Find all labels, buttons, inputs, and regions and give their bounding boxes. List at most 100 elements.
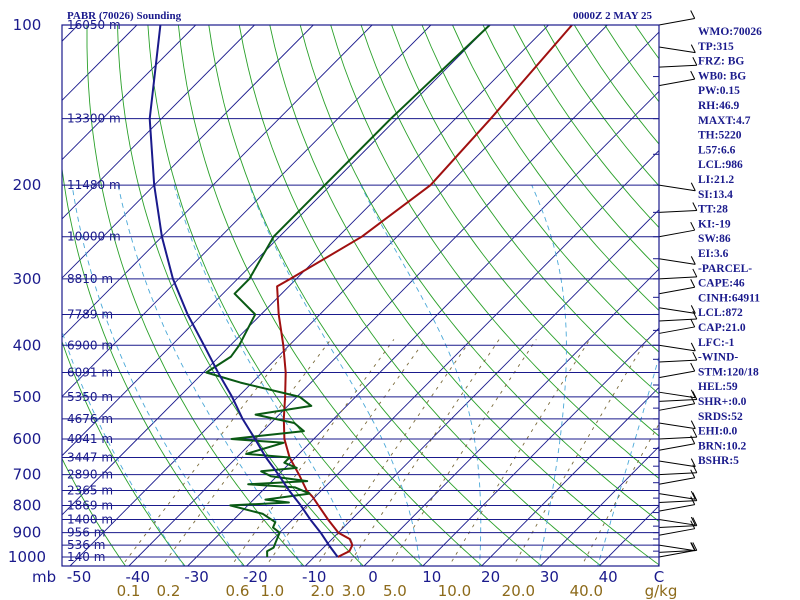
height-labels: 16050 m 13300 m 11480 m 10000 m 8810 m 7789 m…	[67, 18, 121, 564]
wind-barb	[658, 64, 697, 68]
index-entry: TT:28	[698, 204, 728, 216]
index-entry: LCL:986	[698, 159, 743, 171]
mixing-ratio-label: 0.6	[226, 582, 250, 600]
dry-adiabat-line	[177, 25, 483, 566]
moist-adiabat-line	[531, 184, 567, 566]
wind-barb-flag	[692, 268, 698, 278]
height-label: 536 m	[67, 538, 105, 552]
height-label: 6091 m	[67, 366, 113, 380]
wind-barb	[658, 307, 696, 314]
index-entry: EI:3.6	[698, 248, 729, 260]
pressure-label: 500	[13, 388, 42, 406]
wind-barb	[658, 286, 695, 295]
mixing-ratio-line	[316, 339, 472, 566]
isotherm-line	[69, 25, 608, 566]
isotherm-line	[246, 149, 659, 566]
wind-barb-flag	[692, 202, 698, 211]
wind-barb	[658, 544, 696, 552]
temperature-tick-label: -30	[184, 568, 209, 586]
wind-barb	[658, 229, 695, 238]
temperature-trace	[276, 25, 573, 558]
index-entry: BRN:10.2	[698, 440, 746, 452]
wind-barb-flag	[690, 10, 696, 19]
mixing-ratio-label: 20.0	[502, 582, 535, 600]
temperature-tick-label: 20	[481, 568, 500, 586]
index-entry: L57:6.6	[698, 144, 736, 156]
index-entry: SI:13.4	[698, 189, 733, 201]
index-entry: LCL:872	[698, 307, 743, 319]
wind-barb-flag	[690, 362, 696, 372]
isotherm-line	[62, 25, 490, 457]
wind-barb	[658, 518, 696, 526]
height-label: 3447 m	[67, 450, 113, 464]
temperature-tick-label: 30	[540, 568, 559, 586]
temperature-axis-labels: mb -50 -40 -30 -20 -10 0 10 20 30 40 C	[32, 568, 664, 586]
wind-barbs	[658, 10, 698, 558]
mixing-ratio-label: 1.0	[260, 582, 284, 600]
dry-adiabat-line	[299, 25, 659, 522]
isotherm-line	[422, 327, 659, 566]
parcel-trace	[148, 25, 339, 558]
wind-barb	[658, 184, 696, 192]
isotherm-line	[128, 31, 659, 566]
temperature-tick-label: -40	[126, 568, 151, 586]
mixing-ratio-line	[121, 339, 295, 566]
height-label: 11480 m	[67, 178, 121, 192]
wind-barb	[658, 525, 697, 528]
wind-barb	[658, 46, 696, 54]
index-entry: CAPE:46	[698, 278, 745, 290]
temperature-tick-label: C	[654, 568, 664, 586]
wind-barb	[658, 528, 695, 536]
moist-adiabat-line	[71, 185, 244, 566]
index-entry: SHR+:0.0	[698, 396, 747, 408]
pressure-label: 400	[13, 336, 42, 354]
isotherm-line	[304, 209, 659, 566]
wind-barb	[658, 78, 695, 87]
mixing-ratio-label: 40.0	[570, 582, 603, 600]
temperature-tick-label: 0	[368, 568, 378, 586]
chart-title: PABR (70026) Sounding	[67, 10, 182, 22]
dry-adiabat-line	[147, 25, 424, 566]
wind-barb	[658, 403, 695, 411]
wind-barb-flag	[690, 520, 696, 529]
time-label: 0000Z 2 MAY 25	[573, 10, 652, 22]
plot-frame	[61, 24, 660, 567]
wind-barb	[658, 370, 695, 379]
wind-barb	[658, 460, 696, 468]
temperature-tick-label: -10	[302, 568, 327, 586]
wind-barb-flag	[690, 44, 696, 53]
wind-barb-flag	[692, 310, 698, 320]
moist-adiabat-line	[360, 184, 482, 566]
wind-barb	[658, 17, 695, 26]
temperature-tick-label: 40	[599, 568, 618, 586]
index-entry: RH:46.9	[698, 100, 739, 112]
pressure-label: 200	[13, 176, 42, 194]
wind-barb-flag	[690, 70, 696, 80]
height-label: 1869 m	[67, 498, 113, 512]
wind-barb-flag	[692, 464, 698, 473]
index-entry: CAP:21.0	[698, 322, 746, 334]
height-label: 6900 m	[67, 338, 113, 352]
mixing-ratio-label: 2.0	[311, 582, 335, 600]
dry-adiabat-line	[238, 25, 602, 566]
isotherm-line	[481, 386, 659, 566]
index-entry: WMO:70026	[698, 26, 762, 38]
index-entry: EHI:0.0	[698, 426, 738, 438]
wind-barb-flag	[690, 496, 696, 505]
index-entry: -WIND-	[698, 352, 738, 364]
dry-adiabat-line	[208, 25, 543, 566]
dry-adiabat-line	[391, 25, 659, 395]
wind-barb-flag	[690, 182, 696, 191]
dry-adiabat-line	[62, 340, 186, 566]
height-label: 7789 m	[67, 307, 113, 321]
mixing-ratio-label: 3.0	[342, 582, 366, 600]
height-label: 10000 m	[67, 230, 121, 244]
isotherm-line	[62, 25, 549, 516]
pressure-label: 900	[13, 524, 42, 542]
wind-barb-flag	[692, 542, 698, 551]
wind-barb-flag	[692, 57, 698, 66]
wind-barb	[658, 344, 696, 352]
wind-barb	[658, 209, 697, 213]
moist-adiabat-line	[62, 329, 185, 566]
height-label: 2890 m	[67, 468, 113, 482]
